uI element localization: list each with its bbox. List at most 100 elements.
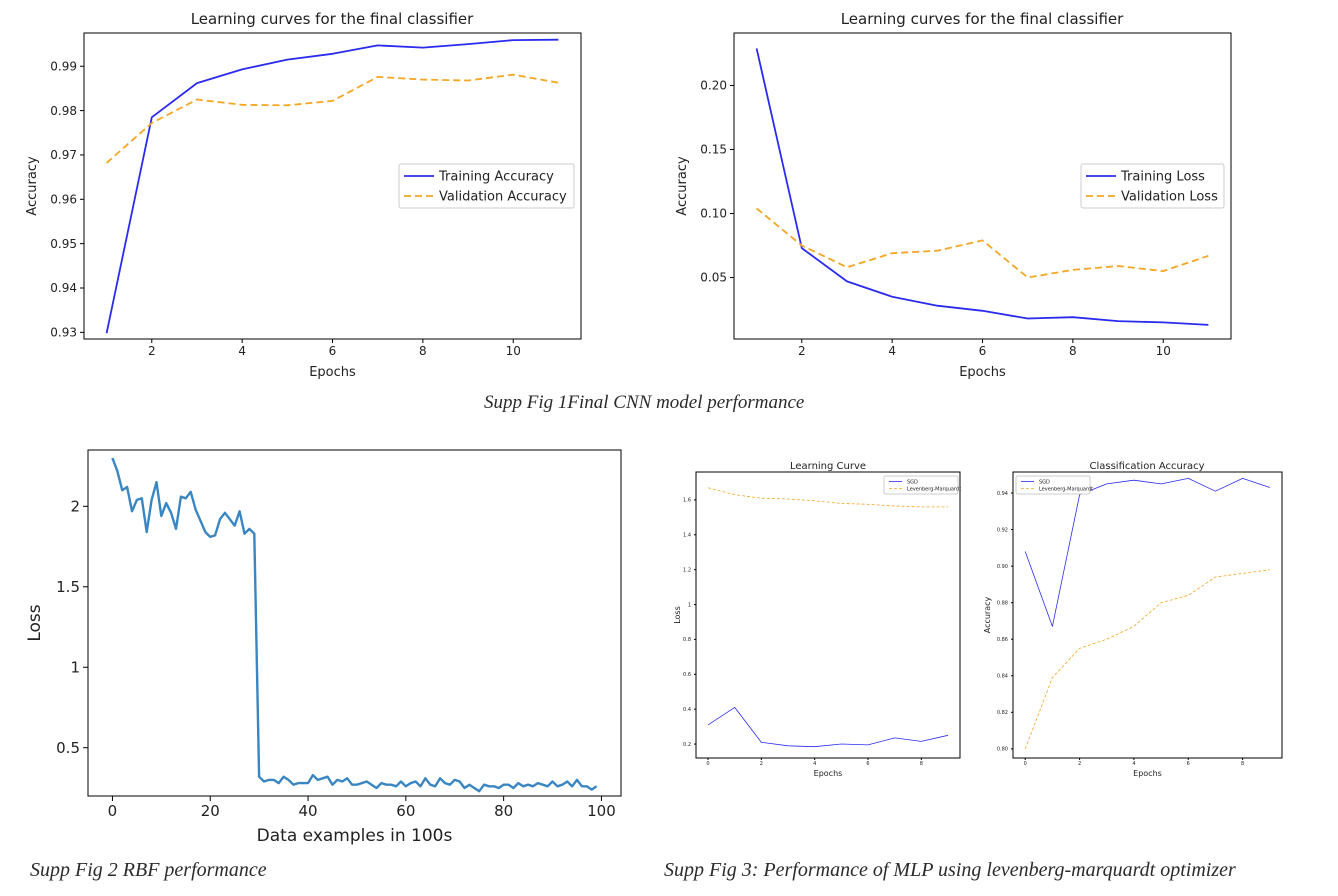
legend-box: [883, 475, 959, 495]
legend: Training Loss Validation Loss: [1080, 163, 1225, 209]
x-tick-label: 8: [419, 344, 427, 358]
chart-cnn-loss: Learning curves for the final classifier…: [650, 0, 1250, 390]
x-tick-label: 40: [298, 802, 317, 820]
y-tick-label: 1.5: [56, 578, 80, 596]
y-tick-label: 0.84: [997, 674, 1008, 680]
y-tick-label: 0.10: [700, 207, 727, 221]
x-tick-label: 6: [866, 761, 869, 767]
legend-label: Training Accuracy: [438, 170, 554, 185]
legend-box: [1015, 475, 1091, 495]
x-tick-label: 100: [587, 802, 616, 820]
x-axis-label: Data examples in 100s: [257, 826, 453, 846]
x-tick-label: 10: [1156, 344, 1171, 358]
x-tick-label: 2: [148, 344, 156, 358]
x-tick-label: 0: [1024, 761, 1027, 767]
x-tick-label: 8: [1069, 344, 1077, 358]
mlp-loss-plot: Learning Curve 0 2 4 6 8 0.2 0.4 0.6 0.8 1 1.2 1.4 1.…: [673, 461, 961, 778]
legend-label: SGD: [907, 479, 918, 485]
chart-title: Learning Curve: [790, 461, 866, 472]
y-tick-label: 1.2: [683, 567, 691, 573]
y-tick-label: 0.4: [683, 707, 691, 713]
chart-title: Learning curves for the final classifier: [191, 10, 474, 28]
y-tick-label: 0.05: [700, 271, 727, 285]
x-tick-label: 6: [979, 344, 987, 358]
mlp-accuracy-plot: Classification Accuracy 0 2 4 6 8 0.80 0.82 0.84…: [983, 461, 1283, 778]
cnn-loss-plot: Learning curves for the final classifier…: [675, 10, 1232, 380]
legend-label: Levenberg-Marquardt: [1039, 486, 1093, 492]
x-tick-label: 6: [1187, 761, 1190, 767]
x-tick-label: 0: [706, 761, 709, 767]
x-tick-label: 80: [494, 802, 513, 820]
x-tick-label: 8: [1241, 761, 1244, 767]
y-tick-label: 2: [70, 498, 80, 516]
y-tick-label: 0.90: [997, 564, 1008, 570]
legend: Training Accuracy Validation Accuracy: [398, 163, 575, 209]
y-tick-label: 1.6: [683, 498, 691, 504]
legend-label: Validation Accuracy: [439, 190, 567, 205]
legend-label: Training Loss: [1120, 170, 1205, 185]
series-line-levenberg-marquardt: [707, 487, 948, 508]
legend-label: Levenberg-Marquardt: [907, 486, 961, 492]
series-line-training-accuracy: [105, 38, 559, 334]
y-tick-label: 0.80: [997, 747, 1008, 753]
x-axis-label: Epochs: [309, 365, 356, 380]
y-tick-label: 0.97: [50, 148, 77, 162]
legend-box: [1080, 163, 1225, 209]
y-tick-label: 0.94: [50, 281, 77, 295]
y-tick-label: 0.82: [997, 710, 1008, 716]
y-tick-label: 0.98: [50, 104, 77, 118]
x-tick-label: 20: [201, 802, 220, 820]
x-axis-label: Epochs: [959, 365, 1006, 380]
y-tick-label: 0.94: [997, 491, 1008, 497]
x-tick-label: 60: [396, 802, 415, 820]
series-line-sgd: [1024, 477, 1270, 627]
y-tick-label: 0.5: [56, 739, 80, 757]
series-line-sgd: [707, 706, 949, 748]
series-line-training-loss: [755, 48, 1209, 326]
x-tick-label: 8: [920, 761, 923, 767]
x-tick-label: 2: [798, 344, 806, 358]
y-tick-label: 0.6: [683, 672, 691, 678]
y-axis-label: Accuracy: [983, 596, 992, 633]
y-tick-label: 0.8: [683, 637, 691, 643]
legend-box: [398, 163, 575, 209]
y-tick-label: 1: [70, 659, 80, 677]
chart-cnn-accuracy: Learning curves for the final classifier…: [0, 0, 600, 390]
cnn-accuracy-plot: Learning curves for the final classifier…: [25, 10, 582, 380]
plot-frame: [1012, 471, 1283, 759]
chart-title: Learning curves for the final classifier: [841, 10, 1124, 28]
series-line-validation-accuracy: [106, 73, 559, 164]
plot-frame: [695, 471, 961, 759]
y-tick-label: 0.93: [50, 326, 77, 340]
y-axis-label: Loss: [25, 604, 45, 641]
y-axis-label: Accuracy: [675, 156, 690, 216]
y-tick-label: 0.96: [50, 193, 77, 207]
x-tick-label: 6: [329, 344, 337, 358]
legend-label: SGD: [1039, 479, 1050, 485]
series-line-0: [111, 457, 598, 793]
y-tick-label: 0.15: [700, 143, 727, 157]
x-tick-label: 0: [108, 802, 118, 820]
plot-frame: [87, 449, 622, 797]
y-tick-label: 1.4: [683, 533, 691, 539]
caption-fig2: Supp Fig 2 RBF performance: [30, 859, 267, 881]
y-tick-label: 0.99: [50, 59, 77, 73]
y-tick-label: 0.2: [683, 742, 691, 748]
rbf-loss-plot: 0 20 40 60 80 100 0.5 1 1.5 2 Data examples in 100…: [25, 449, 622, 846]
series-line-levenberg-marquardt: [1024, 569, 1270, 750]
legend-label: Validation Loss: [1121, 190, 1218, 205]
y-tick-label: 0.88: [997, 600, 1008, 606]
x-tick-label: 4: [238, 344, 246, 358]
y-tick-label: 0.95: [50, 237, 77, 251]
x-tick-label: 2: [760, 761, 763, 767]
x-axis-label: Epochs: [814, 769, 843, 778]
x-axis-label: Epochs: [1133, 769, 1162, 778]
x-tick-label: 4: [888, 344, 896, 358]
series-line-validation-loss: [756, 207, 1209, 279]
y-tick-label: 0.20: [700, 79, 727, 93]
x-tick-label: 2: [1078, 761, 1081, 767]
y-axis-label: Loss: [673, 606, 682, 624]
chart-mlp-accuracy: Classification Accuracy 0 2 4 6 8 0.80 0.82 0.84…: [975, 455, 1295, 785]
x-tick-label: 4: [1132, 761, 1135, 767]
